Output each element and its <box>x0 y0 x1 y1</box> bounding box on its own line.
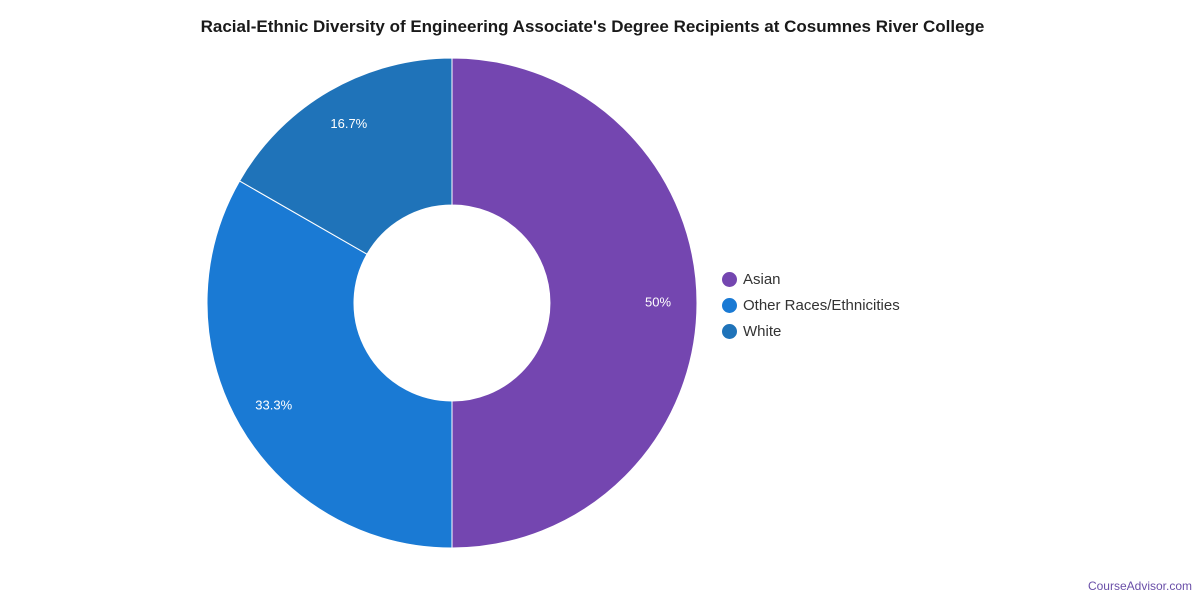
slice-label-other-races-ethnicities: 33.3% <box>255 398 292 413</box>
legend: Asian Other Races/Ethnicities White <box>722 266 900 344</box>
brand-link[interactable]: CourseAdvisor.com <box>1087 579 1192 593</box>
pie-slice-asian[interactable] <box>451 57 698 549</box>
legend-label: White <box>743 322 782 340</box>
chart-title: Racial-Ethnic Diversity of Engineering A… <box>200 17 985 36</box>
slice-label-white: 16.7% <box>330 116 367 131</box>
legend-swatch <box>722 297 737 313</box>
pie-slice-other-races-ethnicities[interactable] <box>206 180 453 549</box>
pie-slice-white[interactable] <box>238 57 453 255</box>
legend-label: Other Races/Ethnicities <box>743 296 900 314</box>
legend-item-other-races-ethnicities[interactable]: Other Races/Ethnicities <box>722 292 900 318</box>
slice-label-asian: 50% <box>645 294 671 309</box>
legend-label: Asian <box>743 270 781 288</box>
legend-swatch <box>722 323 737 339</box>
legend-item-white[interactable]: White <box>722 318 900 344</box>
legend-swatch <box>722 271 737 287</box>
legend-item-asian[interactable]: Asian <box>722 266 900 292</box>
